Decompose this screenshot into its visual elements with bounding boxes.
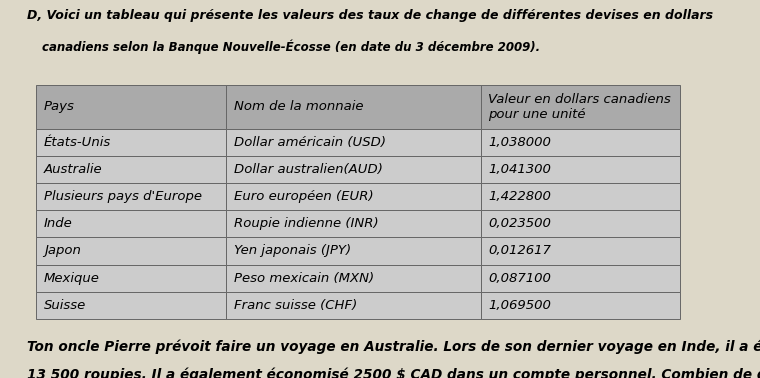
Text: 1,041300: 1,041300 bbox=[488, 163, 551, 176]
Text: Plusieurs pays d'Europe: Plusieurs pays d'Europe bbox=[44, 190, 202, 203]
Text: Mexique: Mexique bbox=[44, 272, 100, 285]
Text: 0,023500: 0,023500 bbox=[488, 217, 551, 230]
Text: Peso mexicain (MXN): Peso mexicain (MXN) bbox=[234, 272, 374, 285]
Text: Ton oncle Pierre prévoit faire un voyage en Australie. Lors de son dernier voyag: Ton oncle Pierre prévoit faire un voyage… bbox=[27, 340, 760, 354]
Text: Pays: Pays bbox=[44, 100, 75, 113]
Text: canadiens selon la Banque Nouvelle-Écosse (en date du 3 décembre 2009).: canadiens selon la Banque Nouvelle-Écoss… bbox=[42, 40, 540, 54]
Text: 1,038000: 1,038000 bbox=[488, 136, 551, 149]
Text: Dollar américain (USD): Dollar américain (USD) bbox=[234, 136, 386, 149]
Text: Roupie indienne (INR): Roupie indienne (INR) bbox=[234, 217, 378, 230]
Text: Inde: Inde bbox=[44, 217, 73, 230]
Text: Yen japonais (JPY): Yen japonais (JPY) bbox=[234, 245, 351, 257]
Text: Nom de la monnaie: Nom de la monnaie bbox=[234, 100, 363, 113]
Text: Australie: Australie bbox=[44, 163, 103, 176]
Text: Valeur en dollars canadiens
pour une unité: Valeur en dollars canadiens pour une uni… bbox=[488, 93, 671, 121]
Text: 0,087100: 0,087100 bbox=[488, 272, 551, 285]
Text: D, Voici un tableau qui présente les valeurs des taux de change de différentes d: D, Voici un tableau qui présente les val… bbox=[27, 9, 713, 22]
Text: 1,422800: 1,422800 bbox=[488, 190, 551, 203]
Text: États-Unis: États-Unis bbox=[44, 136, 111, 149]
Text: 13 500 roupies. Il a également économisé 2500 $ CAD dans un compte personnel. Co: 13 500 roupies. Il a également économisé… bbox=[27, 367, 760, 378]
Text: Dollar australien(AUD): Dollar australien(AUD) bbox=[234, 163, 383, 176]
Text: Japon: Japon bbox=[44, 245, 81, 257]
Text: 0,012617: 0,012617 bbox=[488, 245, 551, 257]
Text: Suisse: Suisse bbox=[44, 299, 87, 312]
Text: Franc suisse (CHF): Franc suisse (CHF) bbox=[234, 299, 357, 312]
Text: 1,069500: 1,069500 bbox=[488, 299, 551, 312]
Text: Euro européen (EUR): Euro européen (EUR) bbox=[234, 190, 374, 203]
